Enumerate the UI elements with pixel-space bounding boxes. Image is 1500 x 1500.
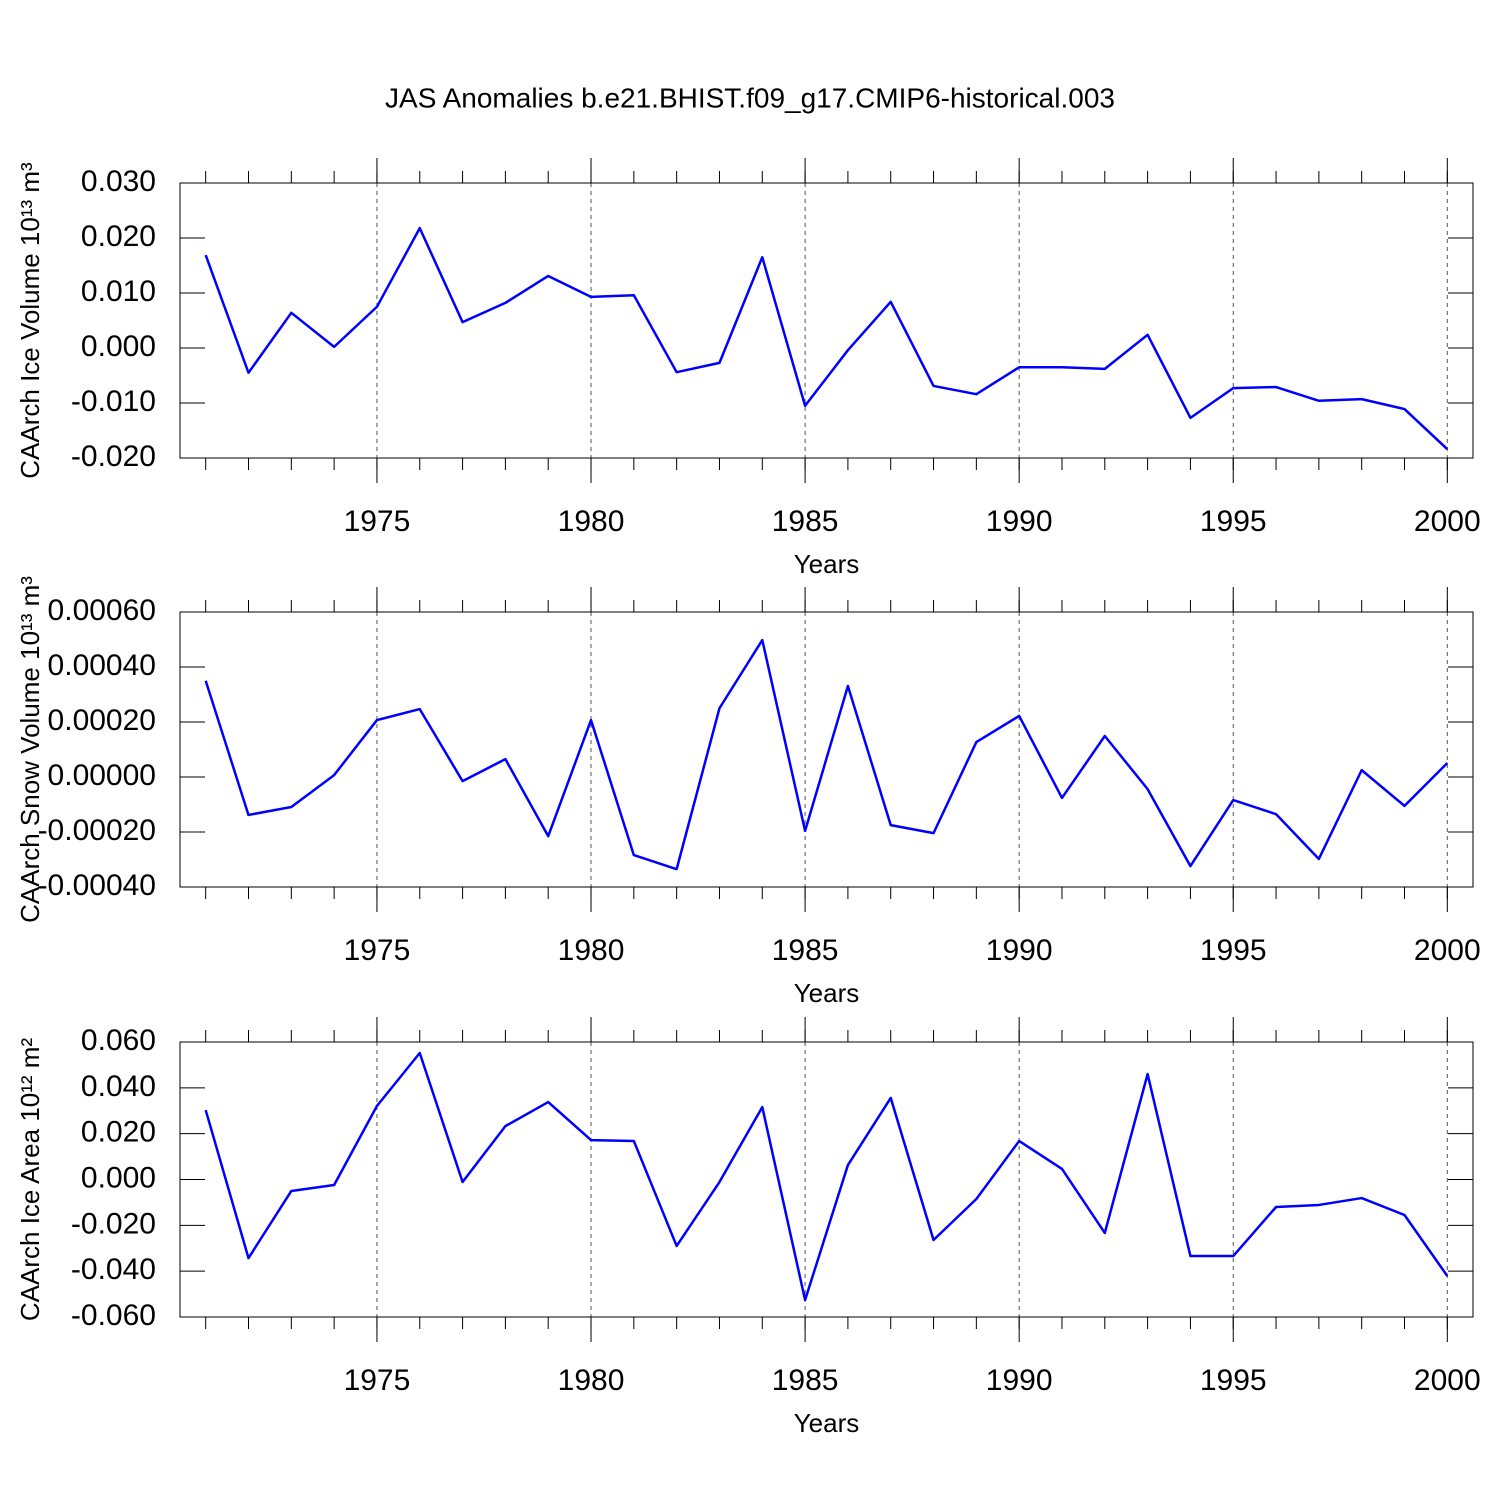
x-tick-label: 1975 — [344, 1364, 411, 1397]
x-tick-label: 2000 — [1414, 1364, 1481, 1397]
y-tick-label: 0.040 — [81, 1070, 156, 1103]
y-tick-label: 0.00040 — [48, 649, 156, 682]
x-tick-label: 1985 — [772, 934, 839, 967]
y-tick-label: -0.060 — [71, 1299, 156, 1332]
x-tick-label: 1995 — [1200, 1364, 1267, 1397]
plot-frame — [179, 611, 1474, 888]
data-line — [204, 638, 1449, 871]
x-tick-label: 1990 — [986, 934, 1053, 967]
y-tick-label: 0.00060 — [48, 594, 156, 627]
x-tick-label: 1975 — [344, 934, 411, 967]
panel: 1975 1980 1985 1990 1995 2000 -0.060 -0.040 -0.0… — [15, 1017, 1481, 1438]
x-tick-label: 2000 — [1414, 934, 1481, 967]
y-tick-label: -0.010 — [71, 385, 156, 418]
y-tick-label: -0.00020 — [38, 814, 156, 847]
x-tick-label: 1990 — [986, 505, 1053, 538]
panel: 1975 1980 1985 1990 1995 2000 -0.020 -0.010 0.00… — [15, 158, 1481, 579]
y-axis-label: CAArch Snow Volume 10¹³ m³ — [15, 576, 45, 923]
y-tick-label: 0.020 — [81, 1116, 156, 1149]
y-tick-label: -0.020 — [71, 1207, 156, 1240]
y-axis-label: CAArch Ice Volume 10¹³ m³ — [15, 162, 45, 479]
y-tick-label: 0.020 — [81, 220, 156, 253]
y-tick-label: -0.040 — [71, 1253, 156, 1286]
x-axis-label: Years — [794, 1408, 860, 1438]
x-tick-label: 1985 — [772, 1364, 839, 1397]
y-tick-label: 0.010 — [81, 275, 156, 308]
x-tick-label: 1975 — [344, 505, 411, 538]
y-tick-label: 0.00000 — [48, 759, 156, 792]
x-tick-label: 1980 — [558, 934, 625, 967]
y-axis-label: CAArch Ice Area 10¹² m² — [15, 1038, 45, 1322]
y-tick-label: 0.000 — [81, 1161, 156, 1194]
y-tick-label: 0.060 — [81, 1024, 156, 1057]
figure-title: JAS Anomalies b.e21.BHIST.f09_g17.CMIP6-… — [385, 82, 1115, 113]
x-tick-label: 1980 — [558, 505, 625, 538]
x-tick-label: 2000 — [1414, 505, 1481, 538]
data-line — [204, 1051, 1449, 1302]
plot-frame — [179, 182, 1474, 459]
y-tick-label: -0.020 — [71, 440, 156, 473]
y-tick-label: -0.00040 — [38, 869, 156, 902]
y-tick-label: 0.030 — [81, 165, 156, 198]
y-tick-label: 0.000 — [81, 330, 156, 363]
panel: 1975 1980 1985 1990 1995 2000 -0.00040 -0.00020… — [15, 576, 1481, 1008]
x-axis-label: Years — [794, 549, 860, 579]
x-tick-label: 1990 — [986, 1364, 1053, 1397]
x-axis-label: Years — [794, 978, 860, 1008]
x-tick-label: 1995 — [1200, 934, 1267, 967]
x-tick-label: 1980 — [558, 1364, 625, 1397]
x-tick-label: 1995 — [1200, 505, 1267, 538]
x-tick-label: 1985 — [772, 505, 839, 538]
data-line — [204, 226, 1449, 451]
y-tick-label: 0.00020 — [48, 704, 156, 737]
plot-frame — [179, 1041, 1474, 1318]
